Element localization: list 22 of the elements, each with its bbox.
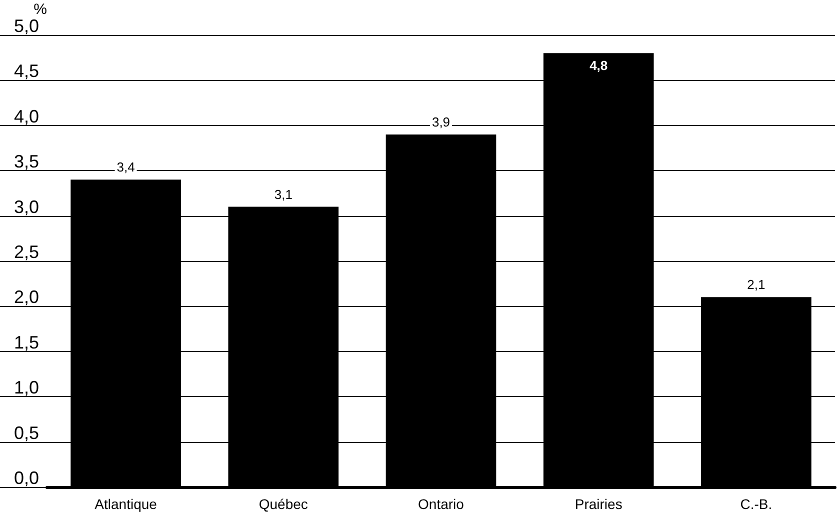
y-tick-label: 0,5: [14, 422, 39, 443]
y-tick-label: 2,0: [14, 287, 39, 308]
x-tick-label: Prairies: [574, 496, 622, 512]
data-label: 2,1: [747, 277, 766, 292]
y-tick-label: 5,0: [14, 16, 39, 36]
x-tick-label: C.-B.: [740, 496, 772, 512]
x-tick-label: Québec: [258, 496, 308, 512]
data-label: 3,9: [432, 114, 450, 130]
data-label: 3,1: [274, 186, 292, 202]
y-tick-label: 1,0: [14, 378, 39, 398]
y-tick-label: 0,0: [14, 468, 39, 488]
x-tick-label: Atlantique: [94, 496, 158, 512]
y-tick-label: 3,0: [14, 196, 39, 217]
data-label: 4,8: [590, 58, 608, 74]
y-tick-label: 2,5: [14, 242, 39, 262]
y-axis-title: %: [34, 1, 47, 18]
y-tick-label: 4,5: [14, 61, 39, 82]
data-label: 3,4: [116, 160, 135, 175]
y-tick-label: 4,0: [14, 106, 39, 126]
y-tick-label: 1,5: [14, 332, 39, 352]
y-tick-label: 3,5: [14, 152, 39, 172]
x-tick-label: Ontario: [418, 496, 464, 512]
